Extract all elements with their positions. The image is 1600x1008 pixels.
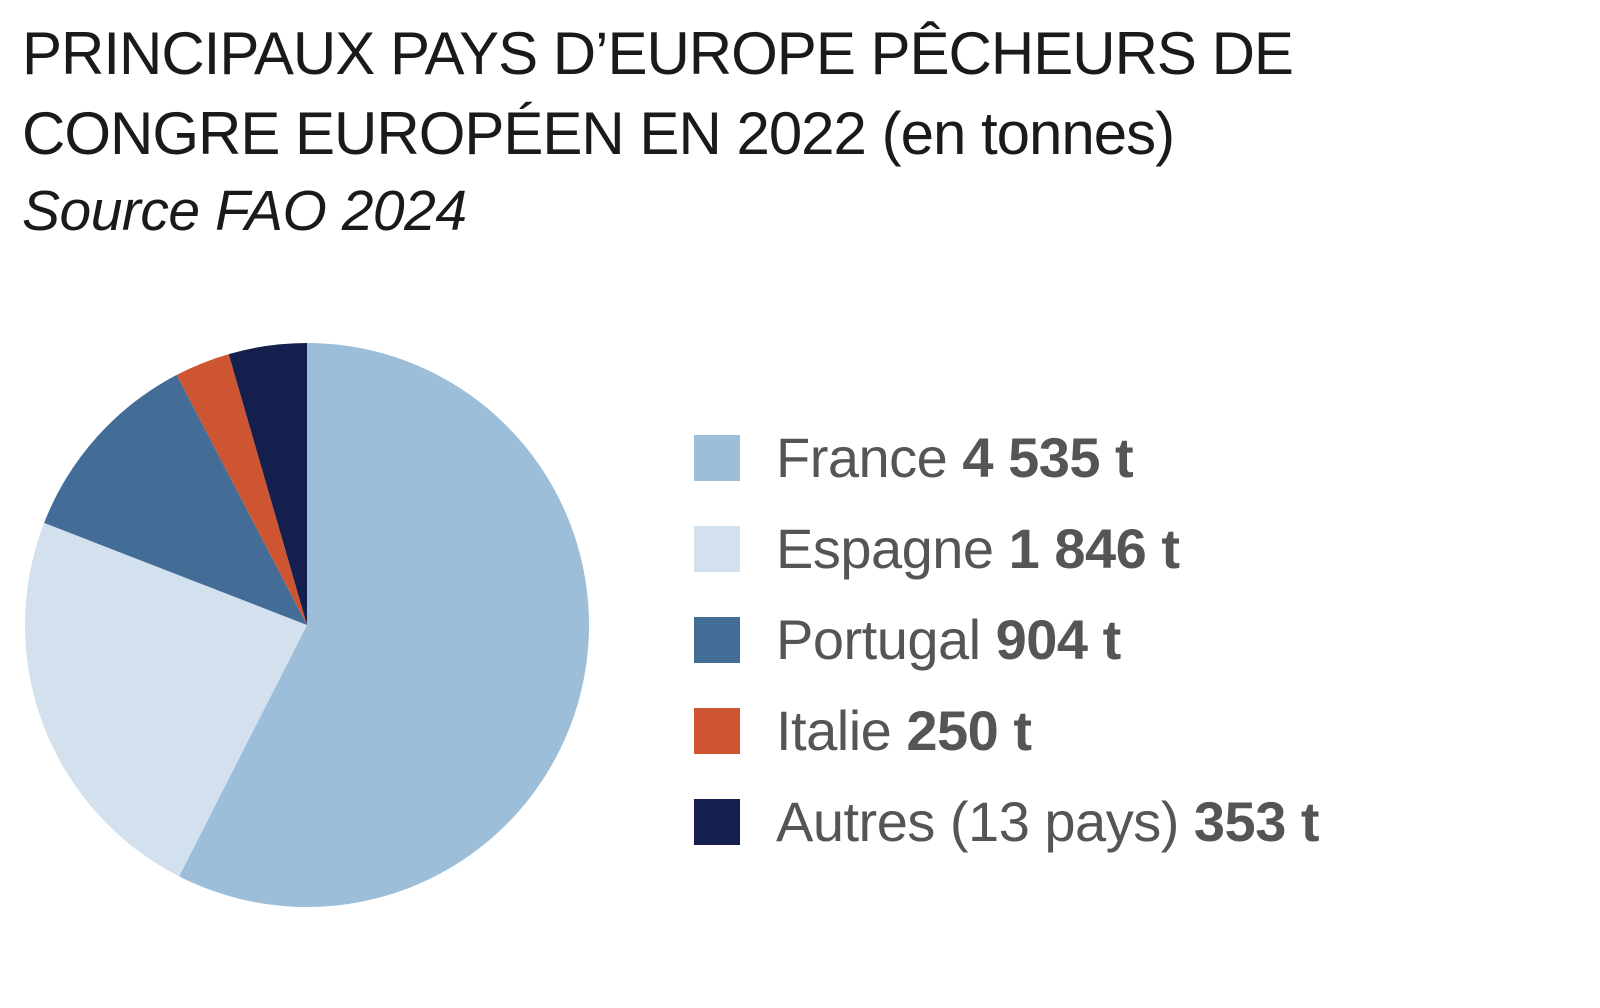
pie-slice-france xyxy=(179,343,590,907)
pie-slice-portugal xyxy=(44,374,308,625)
legend-value-italie: 250 t xyxy=(906,698,1032,762)
legend-value-autres: 353 t xyxy=(1193,789,1320,853)
legend-item-espagne: Espagne 1 846 t xyxy=(694,503,1319,594)
legend-item-portugal: Portugal 904 t xyxy=(694,594,1319,685)
legend-value-france: 4 535 t xyxy=(962,425,1134,489)
chart-title: PRINCIPAUX PAYS D’EUROPE PÊCHEURS DE CON… xyxy=(22,20,1294,167)
legend-label-france: France 4 535 t xyxy=(776,425,1134,489)
legend-swatch-autres xyxy=(694,798,740,845)
pie-slice-espagne xyxy=(24,522,308,877)
chart-legend: France 4 535 t Espagne 1 846 t Portugal … xyxy=(694,412,1320,867)
legend-label-autres: Autres (13 pays) 353 t xyxy=(776,789,1320,853)
legend-value-espagne: 1 846 t xyxy=(1008,516,1180,580)
legend-label-espagne: Espagne 1 846 t xyxy=(776,516,1180,580)
legend-item-italie: Italie 250 t xyxy=(694,685,1319,776)
legend-label-portugal: Portugal 904 t xyxy=(776,607,1122,671)
legend-swatch-france xyxy=(694,434,740,481)
chart-source: Source FAO 2024 xyxy=(22,179,467,243)
legend-swatch-italie xyxy=(694,707,740,754)
legend-item-france: France 4 535 t xyxy=(694,412,1319,503)
legend-value-portugal: 904 t xyxy=(995,607,1122,671)
legend-swatch-espagne xyxy=(694,525,740,572)
pie-slice-autres xyxy=(228,343,307,625)
pie-slice-italie xyxy=(176,354,307,625)
legend-swatch-portugal xyxy=(694,616,740,663)
legend-label-italie: Italie 250 t xyxy=(776,698,1032,762)
legend-item-autres: Autres (13 pays) 353 t xyxy=(694,776,1320,867)
